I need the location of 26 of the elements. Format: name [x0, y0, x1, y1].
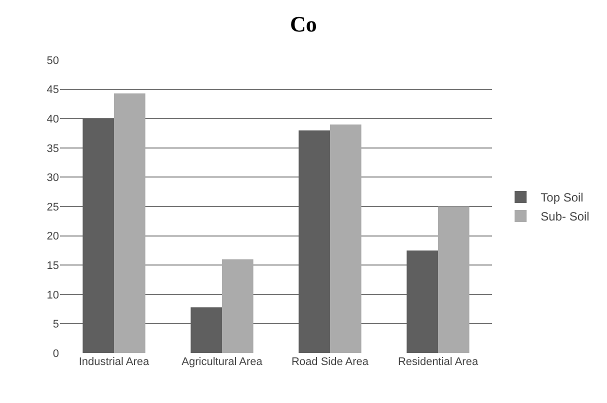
x-tick-label: Agricultural Area: [182, 356, 264, 368]
bar: [222, 259, 254, 353]
bar: [330, 124, 362, 353]
y-tick-label: 50: [46, 54, 59, 67]
x-tick-label: Residential Area: [398, 356, 479, 368]
y-tick-label: 0: [52, 348, 59, 360]
y-tick-label: 30: [46, 172, 59, 184]
legend-label: Sub- Soil: [540, 210, 590, 224]
bar: [190, 307, 222, 353]
y-tick-label: 20: [46, 230, 59, 243]
bar: [406, 250, 438, 353]
y-tick-label: 45: [46, 84, 59, 96]
x-tick-label: Industrial Area: [78, 356, 150, 368]
y-tick-label: 15: [46, 260, 59, 272]
bar: [82, 118, 114, 353]
y-tick-label: 10: [46, 289, 59, 302]
bar: [114, 93, 146, 353]
y-tick-label: 25: [46, 201, 59, 214]
y-tick-label: 5: [52, 318, 59, 331]
legend-label: Top Soil: [540, 190, 584, 205]
x-tick-label: Road Side Area: [291, 356, 370, 368]
y-tick-label: 40: [46, 113, 59, 126]
bar: [438, 206, 470, 353]
bar: [298, 130, 330, 353]
chart-title: Co: [290, 12, 317, 37]
y-tick-label: 35: [46, 142, 59, 155]
